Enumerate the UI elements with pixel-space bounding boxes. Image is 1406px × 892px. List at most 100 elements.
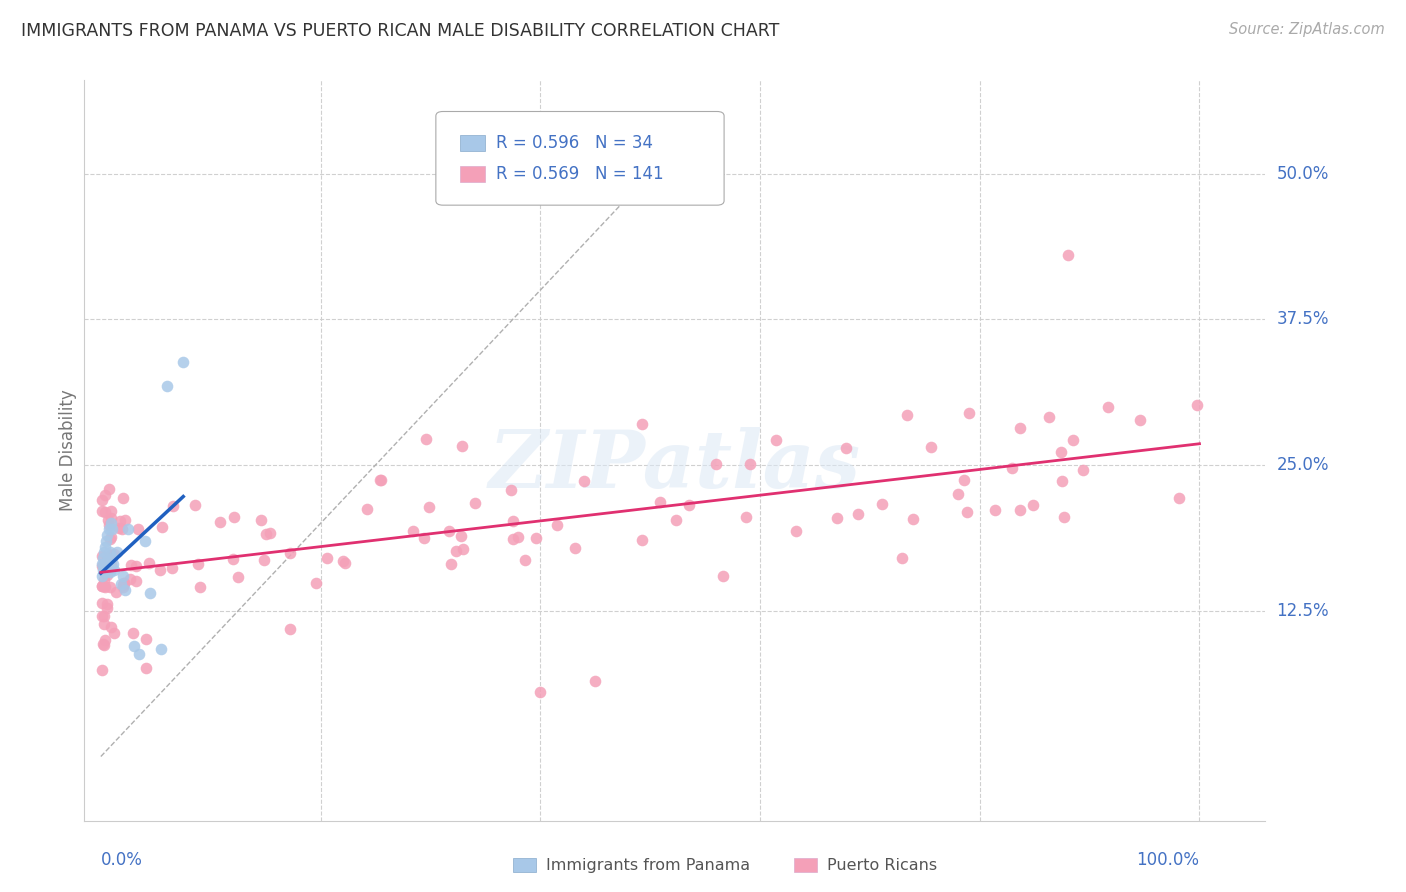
Point: [948, 487, 970, 501]
Text: 12.5%: 12.5%: [1277, 602, 1329, 620]
Point: [160, 561, 183, 575]
Point: [93, 505, 115, 519]
Point: [114, 582, 136, 597]
Point: [101, 522, 124, 536]
Point: [501, 483, 523, 497]
Point: [91, 558, 114, 573]
Point: [100, 516, 122, 531]
Point: [415, 432, 437, 446]
Point: [785, 524, 807, 538]
Point: [96, 597, 118, 611]
Point: [1049, 444, 1071, 458]
Point: [138, 556, 160, 570]
Point: [222, 510, 245, 524]
Point: [111, 569, 134, 583]
Point: [94, 540, 117, 554]
Point: [508, 530, 530, 544]
Point: [98, 580, 121, 594]
Point: [98, 518, 121, 533]
Point: [1022, 498, 1045, 512]
Point: [114, 513, 136, 527]
Point: [91, 551, 114, 566]
Point: [903, 512, 925, 526]
Text: R = 0.569   N = 141: R = 0.569 N = 141: [496, 165, 664, 183]
Point: [890, 550, 912, 565]
Point: [111, 523, 134, 537]
Text: 0.0%: 0.0%: [101, 851, 143, 869]
Point: [333, 556, 356, 570]
Point: [139, 586, 162, 600]
Point: [502, 514, 524, 528]
Text: Source: ZipAtlas.com: Source: ZipAtlas.com: [1229, 22, 1385, 37]
Point: [128, 647, 150, 661]
Point: [1056, 248, 1078, 262]
Point: [870, 497, 893, 511]
Point: [100, 530, 122, 544]
Point: [956, 505, 979, 519]
Point: [1062, 433, 1084, 447]
Point: [108, 521, 131, 535]
Point: [97, 559, 120, 574]
Point: [451, 439, 474, 453]
Point: [957, 407, 980, 421]
Point: [524, 532, 547, 546]
Point: [564, 541, 586, 555]
Point: [444, 543, 467, 558]
Point: [983, 503, 1005, 517]
Point: [108, 515, 131, 529]
Point: [150, 642, 173, 657]
Point: [91, 493, 114, 508]
Point: [98, 482, 121, 496]
Point: [100, 548, 122, 562]
Point: [96, 560, 118, 574]
Point: [502, 533, 524, 547]
Point: [259, 526, 281, 541]
Point: [120, 558, 142, 573]
Point: [103, 626, 125, 640]
Point: [439, 557, 461, 571]
Point: [112, 575, 135, 590]
Point: [208, 515, 231, 529]
Point: [91, 504, 114, 518]
Text: IMMIGRANTS FROM PANAMA VS PUERTO RICAN MALE DISABILITY CORRELATION CHART: IMMIGRANTS FROM PANAMA VS PUERTO RICAN M…: [21, 22, 779, 40]
Point: [402, 524, 425, 538]
Point: [93, 616, 115, 631]
Point: [280, 622, 302, 636]
Point: [110, 577, 132, 591]
Text: Immigrants from Panama: Immigrants from Panama: [546, 858, 749, 872]
Point: [100, 560, 122, 574]
Point: [98, 566, 121, 580]
Point: [135, 632, 157, 646]
Point: [96, 567, 118, 582]
Point: [464, 496, 486, 510]
Point: [125, 559, 148, 574]
Point: [93, 573, 115, 587]
Point: [101, 548, 124, 562]
Point: [630, 417, 652, 432]
Point: [734, 510, 756, 524]
Point: [305, 576, 328, 591]
Point: [1129, 413, 1152, 427]
Point: [98, 545, 121, 559]
Point: [370, 473, 392, 487]
Point: [135, 660, 157, 674]
Point: [134, 533, 156, 548]
Point: [105, 545, 128, 559]
Point: [226, 570, 249, 584]
Point: [101, 557, 124, 571]
Point: [1010, 503, 1032, 517]
Point: [665, 513, 688, 527]
Point: [94, 580, 117, 594]
Text: R = 0.596   N = 34: R = 0.596 N = 34: [496, 134, 654, 152]
Point: [96, 533, 118, 548]
Point: [1168, 491, 1191, 506]
Point: [93, 638, 115, 652]
Point: [91, 549, 114, 563]
Point: [104, 585, 127, 599]
Point: [111, 578, 134, 592]
Point: [93, 579, 115, 593]
Point: [100, 620, 122, 634]
Point: [188, 580, 211, 594]
Point: [91, 563, 114, 577]
Point: [630, 533, 652, 548]
